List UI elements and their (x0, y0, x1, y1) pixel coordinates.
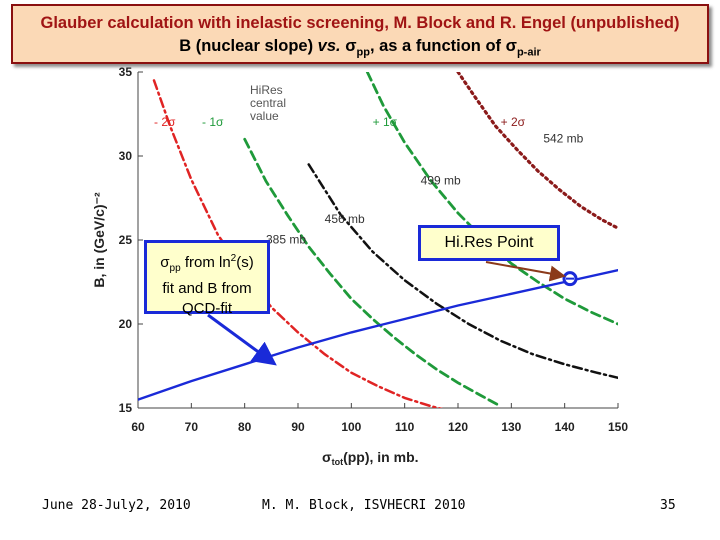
y-tick-label: 35 (119, 65, 133, 79)
annotation-line-3: QCD-fit (182, 300, 232, 317)
annotation-sigma: σ (160, 254, 170, 271)
y-tick-label: 15 (119, 401, 133, 415)
x-tick-label: 120 (448, 420, 468, 434)
x-tick-label: 150 (608, 420, 628, 434)
x-tick-label: 60 (131, 420, 145, 434)
title-nuclear-slope: B (nuclear slope) (179, 37, 314, 55)
cross-section-label: 456 mb (325, 212, 365, 226)
curve--1- (365, 72, 618, 326)
title-line-1: Glauber calculation with inelastic scree… (40, 14, 680, 32)
annotation-line-2: fit and B from (162, 280, 252, 297)
x-tick-label: 130 (501, 420, 521, 434)
footer-date: June 28-July2, 2010 (42, 498, 191, 513)
sigma-label: - 1σ (202, 115, 224, 129)
x-tick-label: 80 (238, 420, 252, 434)
y-tick-label: 20 (119, 317, 133, 331)
annotation-sup-2: 2 (230, 253, 237, 264)
x-tick-label: 90 (291, 420, 305, 434)
x-tick-label: 110 (395, 420, 415, 434)
curve-b-qcd-fit (138, 269, 618, 401)
annotation-from-ln: from ln (180, 254, 231, 271)
title-sub-pair: p-air (516, 46, 541, 59)
sigma-label: + 2σ (501, 115, 526, 129)
x-tick-label: 100 (341, 420, 361, 434)
x-tick-label: 70 (185, 420, 199, 434)
title-vs: vs. (317, 37, 341, 55)
curve--2- (456, 72, 618, 230)
curve--1- (243, 137, 503, 408)
x-axis-label: σtot(pp), in mb. (322, 449, 419, 467)
title-box: Glauber calculation with inelastic scree… (11, 4, 709, 64)
annotation-arrow (207, 313, 277, 366)
annotation-box: σpp from ln2(s) fit and B from QCD-fit (144, 240, 270, 317)
annotation-sub-pp: pp (169, 263, 181, 274)
central-value-label: HiRes (250, 83, 283, 97)
curve-central-value (307, 163, 618, 380)
y-axis-label: B, in (GeV/c)⁻² (91, 192, 107, 288)
hires-arrow (485, 261, 566, 282)
sigma-label: + 1σ (373, 115, 398, 129)
title-mid: , as a function of (369, 37, 506, 55)
cross-section-label: 385 mb (266, 232, 306, 246)
annotation-s: (s) (236, 254, 254, 271)
title-sigma-pair: σ (505, 37, 517, 55)
central-value-label: central (250, 96, 286, 110)
sigma-label: - 2σ (154, 115, 176, 129)
footer-author: M. M. Block, ISVHECRI 2010 (262, 498, 466, 513)
curves-group (138, 72, 618, 408)
x-tick-label: 140 (555, 420, 575, 434)
y-tick-label: 30 (119, 149, 133, 163)
central-value-label: value (250, 109, 279, 123)
cross-section-label: 542 mb (543, 132, 583, 146)
footer-page-number: 35 (660, 498, 676, 513)
title-line-2: B (nuclear slope) vs. σpp, as a function… (13, 37, 707, 58)
hires-point-box: Hi.Res Point (418, 225, 560, 261)
title-sub-pp: pp (356, 46, 370, 59)
title-sigma-pp: σ (345, 37, 357, 55)
cross-section-label: 499 mb (421, 174, 461, 188)
curve--2- (152, 79, 444, 408)
y-tick-label: 25 (119, 233, 133, 247)
annotation-line-1: σpp from ln2(s) (147, 249, 267, 279)
